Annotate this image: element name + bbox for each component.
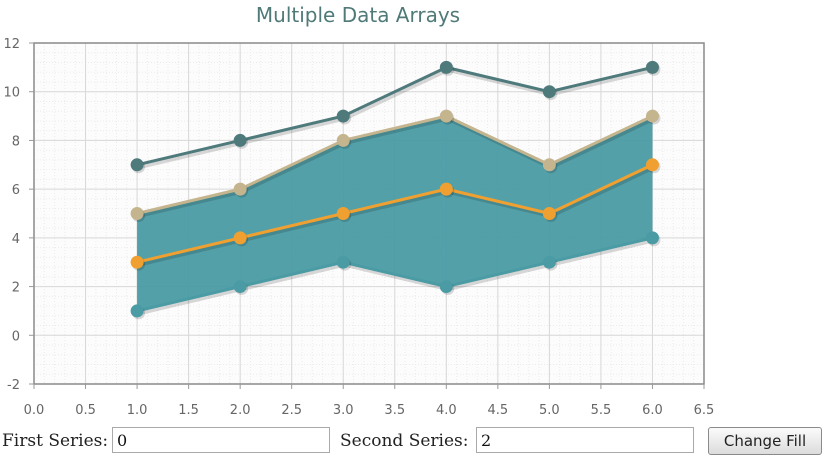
- change-fill-button[interactable]: Change Fill: [708, 427, 822, 455]
- series-line: [136, 236, 653, 313]
- data-point: [542, 158, 556, 172]
- data-point: [130, 304, 144, 318]
- y-tick-label: 2: [12, 281, 20, 296]
- data-point: [439, 280, 453, 294]
- series-line-shadow: [138, 66, 655, 170]
- x-tick-label: 4.5: [488, 403, 509, 418]
- x-tick-label: 0.5: [75, 403, 96, 418]
- data-point: [336, 109, 350, 123]
- x-tick-label: 2.5: [281, 403, 302, 418]
- y-tick-label: 8: [12, 134, 20, 149]
- first-series-input[interactable]: [112, 427, 330, 453]
- data-point: [439, 182, 453, 196]
- data-point: [645, 109, 659, 123]
- data-point: [439, 60, 453, 74]
- x-tick-label: 5.5: [591, 403, 612, 418]
- y-tick-label: 0: [12, 329, 20, 344]
- series-line-shadow: [138, 164, 656, 267]
- chart: Multiple Data Arrays 0.0 0.5 1.0 1.5 2.0 2.5 3…: [3, 3, 715, 418]
- x-tick-label: 3.5: [384, 403, 405, 418]
- data-point: [542, 207, 556, 220]
- y-tick-label: -2: [7, 378, 20, 393]
- series-line-shadow: [138, 237, 655, 316]
- x-tick-label: 1.5: [178, 403, 199, 418]
- series-line-shadow: [138, 115, 656, 218]
- y-tick-label: 6: [12, 183, 20, 198]
- x-tick-label: 5.0: [539, 403, 560, 418]
- data-point: [645, 60, 659, 74]
- plot-border: [33, 42, 705, 385]
- data-point: [542, 255, 556, 269]
- x-tick-label: 3.0: [333, 403, 354, 418]
- y-tick-label: 12: [3, 37, 20, 52]
- data-point: [130, 158, 144, 172]
- x-tick-label: 1.0: [127, 403, 148, 418]
- x-tick-label: 0.0: [24, 403, 45, 418]
- chart-title: Multiple Data Arrays: [256, 3, 460, 27]
- x-tick-label: 6.5: [694, 403, 715, 418]
- data-point: [233, 280, 247, 294]
- data-point: [542, 85, 556, 99]
- data-point: [233, 133, 247, 147]
- data-point: [336, 207, 350, 220]
- data-point: [336, 133, 350, 147]
- data-point: [130, 207, 144, 220]
- y-tick-label: 4: [12, 232, 20, 247]
- data-point: [645, 158, 659, 172]
- data-point: [233, 182, 247, 196]
- x-tick-label: 6.0: [642, 403, 663, 418]
- data-point: [645, 231, 659, 245]
- fill-between-area: [137, 116, 653, 311]
- data-point: [336, 255, 350, 269]
- y-tick-label: 10: [3, 86, 20, 101]
- second-series-label: Second Series:: [340, 431, 469, 451]
- first-series-label: First Series:: [2, 431, 109, 451]
- x-tick-label: 2.0: [230, 403, 251, 418]
- series-line: [136, 114, 654, 215]
- second-series-input[interactable]: [476, 427, 694, 453]
- series-line: [136, 163, 654, 264]
- fill-controls: First Series: Second Series: Change Fill: [0, 426, 825, 460]
- data-point: [439, 109, 453, 123]
- data-point: [130, 255, 144, 269]
- data-point: [233, 231, 247, 245]
- series-line: [136, 65, 653, 167]
- x-tick-label: 4.0: [436, 403, 457, 418]
